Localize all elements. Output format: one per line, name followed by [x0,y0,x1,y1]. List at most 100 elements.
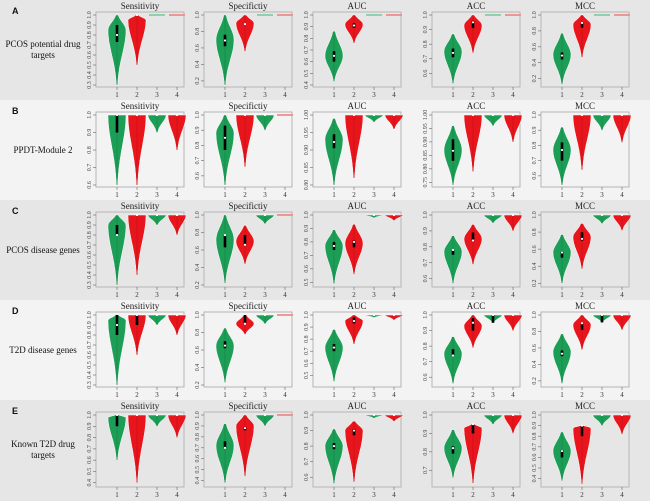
y-tick-label: 0.2 [195,77,201,85]
violin-median-dot [511,413,515,417]
violin-median-dot [352,240,356,244]
plot-box [540,11,630,88]
y-tick-label: 0.7 [87,341,93,349]
panel-title: Sensitivity [121,301,160,311]
y-tick-label: 0.4 [532,262,538,270]
x-tick-label: 3 [491,191,495,199]
x-tick-label: 2 [243,91,247,99]
y-tick-label: 0.4 [87,479,93,487]
violin-median-dot [135,313,139,317]
violin-median-dot [392,413,396,417]
y-tick-label: 0.6 [304,58,310,66]
x-tick-label: 3 [600,291,604,299]
figure-row-d: D T2D disease genes Sensitivity 0.3 0.4 0.5 0.… [0,300,650,400]
violin-median-dot [332,346,336,349]
y-tick-label: 0.9 [423,26,429,34]
plot-box [431,11,521,88]
y-tick-label: 0.85 [423,150,429,161]
y-tick-label: 0.5 [304,70,310,78]
violin-median-dot [115,413,119,417]
violin-median-dot [223,344,227,347]
violin-median-dot [471,423,475,426]
violin-median-dot [243,113,247,117]
violin-median-dot [223,234,227,237]
panel-title: Sensitivity [121,401,160,411]
violin-median-dot [392,213,396,217]
x-tick-label: 1 [223,191,227,199]
y-tick-label: 0.9 [304,427,310,435]
panel-specifictiy: Specifictiy 0.6 0.7 0.8 0.9 1.0 1 2 3 4 [195,101,293,199]
plot-box [95,211,185,288]
violin-median-dot [372,313,376,317]
x-tick-label: 1 [560,491,564,499]
y-tick-label: 0.6 [195,246,201,254]
y-tick-label: 0.6 [195,346,201,354]
y-tick-label: 0.90 [304,145,310,156]
y-tick-label: 0.80 [423,164,429,175]
y-tick-label: 0.4 [87,371,93,379]
x-tick-label: 3 [491,491,495,499]
x-tick-label: 1 [560,91,564,99]
violin-iqr-box [471,424,475,434]
plot-box [312,11,402,88]
x-tick-label: 3 [155,291,159,299]
panel-title: AUC [347,201,366,211]
panel-mcc: MCC 0.2 0.4 0.6 0.8 1.0 1 2 3 4 [532,201,632,299]
panel-auc: AUC 0.5 0.6 0.7 0.8 0.9 1.0 1 2 3 4 [304,301,404,399]
violin-median-dot [580,21,584,25]
x-tick-label: 3 [600,191,604,199]
violin-median-dot [332,244,336,248]
plot-box [540,411,630,488]
x-tick-label: 2 [352,291,356,299]
y-tick-label: 0.4 [87,271,93,279]
panel-title: Sensitivity [121,201,160,211]
y-tick-label: 0.5 [195,466,201,474]
x-tick-label: 1 [560,191,564,199]
x-tick-label: 1 [451,291,455,299]
row-label-wrap: Known T2D drug targets [11,439,75,460]
y-tick-label: 0.4 [532,475,538,483]
violin-iqr-box [580,22,584,28]
y-tick-label: 0.8 [304,238,310,246]
x-tick-label: 2 [243,291,247,299]
panel-title: ACC [467,101,486,111]
violin-median-dot [175,113,179,117]
x-tick-label: 2 [580,191,584,199]
x-tick-label: 3 [263,91,267,99]
violin-median-dot [372,413,376,417]
violin-median-dot [352,24,356,27]
panel-title: Sensitivity [121,1,160,11]
x-tick-label: 4 [620,191,624,199]
violin-iqr-box [115,25,119,42]
y-tick-label: 0.9 [423,430,429,438]
x-tick-label: 4 [620,491,624,499]
y-tick-label: 1.00 [423,110,429,121]
x-tick-label: 1 [332,91,336,99]
panel-specifictiy: Specifictiy 0.2 0.4 0.6 0.8 1.0 1 2 3 4 [195,201,293,299]
y-tick-label: 0.5 [304,279,310,287]
violin-median-dot [491,213,495,217]
violin-median-dot [600,113,604,117]
violin-median-dot [392,313,396,317]
panel-title: Specifictiy [229,401,268,411]
y-tick-label: 0.3 [87,281,93,289]
x-tick-label: 2 [580,491,584,499]
y-tick-label: 0.8 [532,228,538,236]
violin-median-dot [392,113,396,117]
y-tick-label: 0.2 [532,377,538,385]
violin-median-dot [620,113,624,117]
violin-median-dot [600,313,604,317]
plot-box [95,111,185,188]
x-tick-label: 1 [332,191,336,199]
y-tick-label: 0.8 [195,433,201,441]
violin-median-dot [451,447,455,450]
plot-box [312,211,402,288]
plot-box [203,311,293,388]
violin-iqr-box [352,240,356,248]
plot-box [540,111,630,188]
x-tick-label: 4 [392,191,396,199]
violin-median-dot [560,148,564,152]
violin-median-dot [580,424,584,427]
y-tick-label: 0.8 [87,31,93,39]
panel-sensitivity: Sensitivity 0.3 0.4 0.5 0.6 0.7 0.8 0.9 1.0 1 2 3 4 [87,301,187,399]
